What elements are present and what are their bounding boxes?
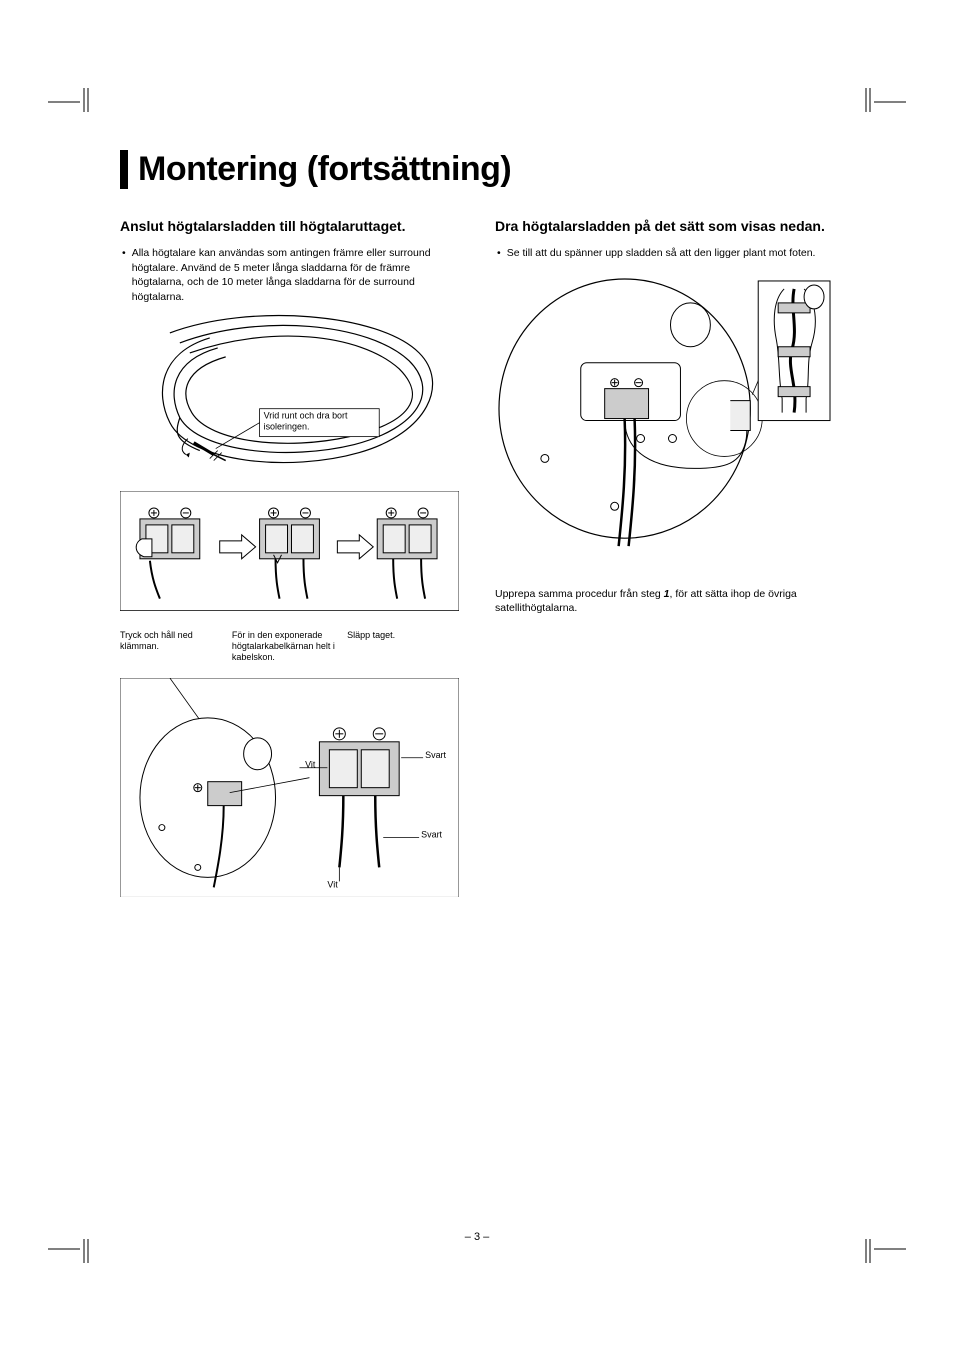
note-before: Upprepa samma procedur från steg bbox=[495, 588, 664, 600]
caption-press: Tryck och håll ned klämman. bbox=[120, 630, 232, 664]
left-bullet: • Alla högtalare kan användas som anting… bbox=[120, 246, 459, 305]
fig1-callout: Vrid runt och dra bort isoleringen. bbox=[264, 410, 376, 432]
crop-mark-br bbox=[858, 1233, 906, 1263]
fig-terminal-steps bbox=[120, 491, 459, 611]
caption-release: Släpp taget. bbox=[347, 630, 459, 664]
label-svart-1: Svart bbox=[425, 749, 459, 759]
page-title-bar: Montering (fortsättning) bbox=[120, 150, 834, 189]
crop-mark-tr bbox=[858, 88, 906, 118]
label-vit-2: Vit bbox=[327, 879, 357, 889]
bullet-dot: • bbox=[122, 246, 126, 305]
page-number: – 3 – bbox=[120, 1231, 834, 1243]
left-bullet-text: Alla högtalare kan användas som antingen… bbox=[132, 246, 459, 305]
right-bullet-text: Se till att du spänner upp sladden så at… bbox=[507, 246, 816, 261]
crop-mark-bl bbox=[48, 1233, 96, 1263]
repeat-note: Upprepa samma procedur från steg 1, för … bbox=[495, 587, 834, 616]
right-column: Dra högtalarsladden på det sätt som visa… bbox=[495, 217, 834, 916]
label-vit-1: Vit bbox=[286, 759, 316, 769]
label-svart-2: Svart bbox=[421, 829, 455, 839]
left-column: Anslut högtalarsladden till högtalarutta… bbox=[120, 217, 459, 916]
caption-insert: För in den exponerade högtalarkabelkärna… bbox=[232, 630, 347, 664]
left-heading: Anslut högtalarsladden till högtalarutta… bbox=[120, 217, 459, 236]
bullet-dot: • bbox=[497, 246, 501, 261]
title-accent bbox=[120, 150, 128, 189]
terminal-captions: Tryck och håll ned klämman. För in den e… bbox=[120, 630, 459, 664]
fig-cable-coil: Vrid runt och dra bort isoleringen. bbox=[120, 313, 459, 473]
right-bullet: • Se till att du spänner upp sladden så … bbox=[495, 246, 834, 261]
page-title: Montering (fortsättning) bbox=[138, 150, 511, 189]
fig-base-routing bbox=[495, 269, 834, 548]
fig-base-terminal: Vit Svart Svart Vit bbox=[120, 678, 459, 897]
crop-mark-tl bbox=[48, 88, 96, 118]
right-heading: Dra högtalarsladden på det sätt som visa… bbox=[495, 217, 834, 236]
